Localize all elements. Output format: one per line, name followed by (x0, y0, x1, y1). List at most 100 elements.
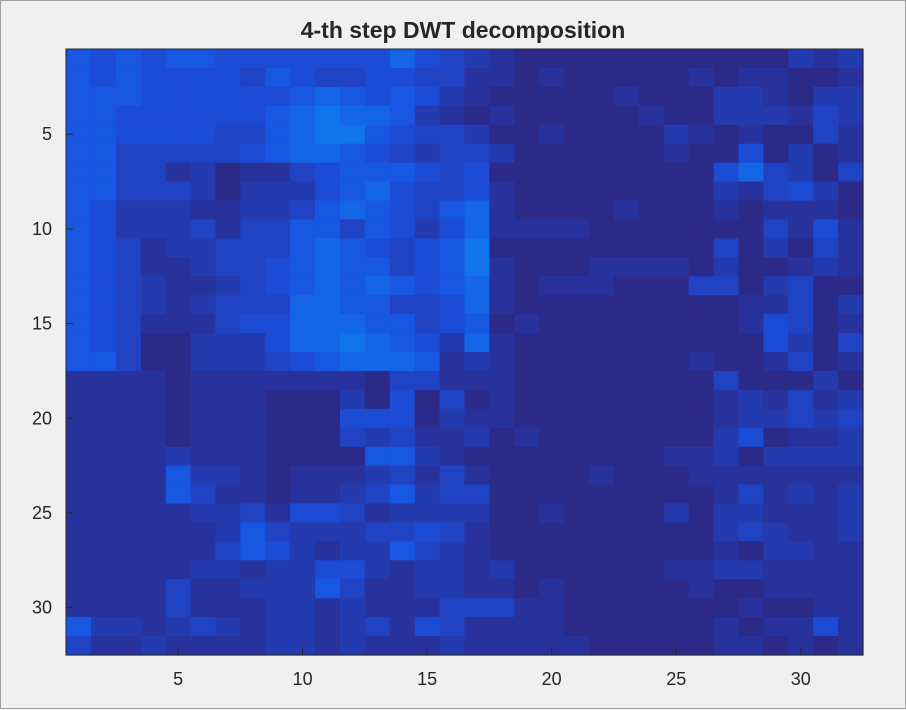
heatmap-cell (339, 541, 366, 561)
heatmap-cell (763, 522, 789, 542)
heatmap-cell (514, 446, 540, 467)
heatmap-cell (240, 560, 266, 580)
heatmap-cell (215, 598, 241, 618)
heatmap-cell (788, 617, 814, 637)
heatmap-cell (115, 617, 142, 637)
heatmap-cell (564, 465, 590, 486)
heatmap-cell (638, 162, 665, 183)
heatmap-cell (813, 257, 839, 277)
heatmap-cell (663, 219, 690, 239)
heatmap-cell (190, 427, 217, 448)
heatmap-cell (464, 560, 491, 580)
heatmap-cell (90, 238, 117, 258)
heatmap-cell (290, 598, 316, 618)
heatmap-cell (688, 427, 715, 448)
heatmap-cell (240, 503, 266, 524)
heatmap-cell (589, 143, 615, 164)
heatmap-cell (613, 446, 640, 467)
heatmap-cell (638, 86, 665, 107)
heatmap-cell (589, 314, 615, 334)
heatmap-cell (763, 49, 789, 69)
heatmap-cell (190, 49, 217, 69)
heatmap-cell (589, 617, 615, 637)
heatmap-cell (165, 560, 192, 580)
heatmap-cell (663, 560, 690, 580)
heatmap-cell (663, 67, 690, 88)
heatmap-cell (838, 67, 864, 88)
heatmap-cell (290, 200, 316, 221)
heatmap-cell (663, 636, 690, 656)
heatmap-cell (339, 484, 366, 505)
heatmap-cell (190, 143, 217, 164)
heatmap-cell (439, 181, 466, 202)
heatmap-cell (738, 200, 764, 221)
heatmap-cell (190, 598, 217, 618)
heatmap-cell (140, 276, 167, 296)
heatmap-cell (813, 67, 839, 88)
heatmap-cell (290, 560, 316, 580)
heatmap-cell (813, 370, 839, 391)
heatmap-cell (364, 522, 391, 542)
heatmap-cell (763, 503, 789, 524)
heatmap-cell (389, 503, 416, 524)
heatmap-cell (738, 408, 764, 429)
heatmap-cell (688, 541, 715, 561)
heatmap-cell (788, 503, 814, 524)
heatmap-cell (514, 276, 540, 296)
heatmap-cell (190, 86, 217, 107)
heatmap-cell (215, 200, 241, 221)
heatmap-cell (364, 560, 391, 580)
heatmap-cell (613, 143, 640, 164)
heatmap-cell (838, 49, 864, 69)
heatmap-cell (290, 352, 316, 372)
heatmap-cell (165, 598, 192, 618)
heatmap-cell (564, 49, 590, 69)
heatmap-cell (838, 86, 864, 107)
heatmap-cell (240, 465, 266, 486)
heatmap-cell (564, 446, 590, 467)
heatmap-cell (589, 86, 615, 107)
heatmap-cell (140, 314, 167, 334)
heatmap-cell (838, 465, 864, 486)
heatmap-cell (290, 503, 316, 524)
heatmap-cell (66, 484, 92, 505)
heatmap-cell (90, 484, 117, 505)
heatmap-cell (713, 579, 740, 599)
heatmap-cell (489, 200, 515, 221)
heatmap-cell (738, 503, 764, 524)
heatmap-cell (439, 105, 466, 126)
heatmap-cell (564, 636, 590, 656)
heatmap-cell (688, 67, 715, 88)
heatmap-cell (813, 333, 839, 353)
heatmap-cell (439, 636, 466, 656)
heatmap-cell (738, 541, 764, 561)
heatmap-cell (339, 276, 366, 296)
heatmap-cell (115, 446, 142, 467)
heatmap-cell (66, 617, 92, 637)
heatmap-cell (115, 560, 142, 580)
heatmap-cell (539, 465, 565, 486)
heatmap-cell (613, 276, 640, 296)
heatmap-cell (564, 389, 590, 410)
heatmap-cell (140, 465, 167, 486)
heatmap-cell (439, 541, 466, 561)
heatmap-cell (688, 124, 715, 145)
heatmap-cell (439, 579, 466, 599)
heatmap-cell (190, 105, 217, 126)
heatmap-cell (364, 541, 391, 561)
heatmap-cell (489, 503, 515, 524)
heatmap-cell (389, 314, 416, 334)
heatmap-cell (265, 636, 291, 656)
heatmap-cell (240, 314, 266, 334)
heatmap-cell (688, 143, 715, 164)
heatmap-cell (514, 389, 540, 410)
heatmap-cell (514, 484, 540, 505)
heatmap-cell (215, 181, 241, 202)
heatmap-cell (190, 560, 217, 580)
heatmap-cell (339, 465, 366, 486)
heatmap-cell (738, 181, 764, 202)
heatmap-cell (464, 522, 491, 542)
heatmap-cell (165, 143, 192, 164)
heatmap-cell (763, 238, 789, 258)
heatmap-cell (414, 484, 441, 505)
